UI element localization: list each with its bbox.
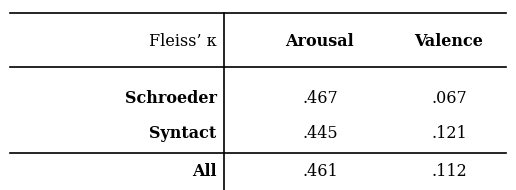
Text: Fleiss’ κ: Fleiss’ κ: [149, 33, 217, 50]
Text: .461: .461: [302, 162, 338, 180]
Text: .112: .112: [431, 162, 467, 180]
Text: Schroeder: Schroeder: [125, 90, 217, 107]
Text: Syntact: Syntact: [150, 124, 217, 142]
Text: All: All: [192, 162, 217, 180]
Text: Arousal: Arousal: [286, 33, 354, 50]
Text: .467: .467: [302, 90, 338, 107]
Text: .121: .121: [431, 124, 467, 142]
Text: .445: .445: [302, 124, 338, 142]
Text: .067: .067: [431, 90, 467, 107]
Text: Valence: Valence: [414, 33, 483, 50]
